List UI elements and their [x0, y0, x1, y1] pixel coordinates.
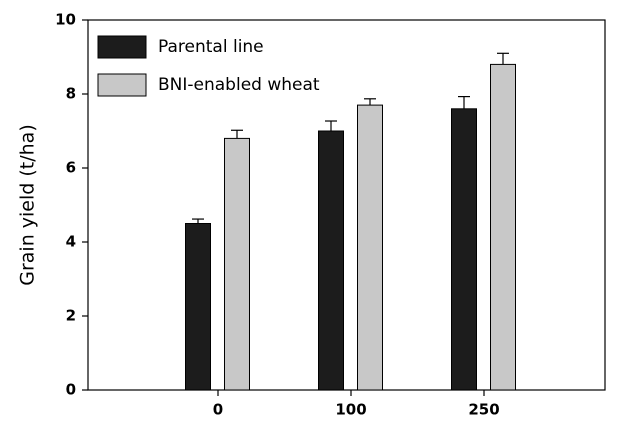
bar	[490, 63, 516, 391]
legend-swatch	[97, 73, 147, 97]
x-tick-label: 100	[335, 401, 366, 419]
y-tick-label: 2	[66, 307, 76, 325]
y-tick-label: 6	[66, 159, 76, 177]
bar	[185, 223, 211, 391]
y-tick-label: 8	[66, 85, 76, 103]
y-axis-label: Grain yield (t/ha)	[17, 124, 39, 286]
bar	[451, 108, 477, 391]
bar	[318, 130, 344, 391]
x-tick-label: 250	[468, 401, 499, 419]
legend-label: BNI-enabled wheat	[158, 75, 320, 95]
legend-label: Parental line	[158, 37, 264, 57]
y-tick-label: 4	[66, 233, 76, 251]
legend-swatch	[97, 35, 147, 59]
bar	[357, 104, 383, 391]
plot-frame	[87, 19, 606, 391]
x-tick-label: 0	[213, 401, 223, 419]
y-tick-label: 10	[55, 11, 76, 29]
y-tick-label: 0	[66, 381, 76, 399]
bar	[224, 137, 250, 391]
